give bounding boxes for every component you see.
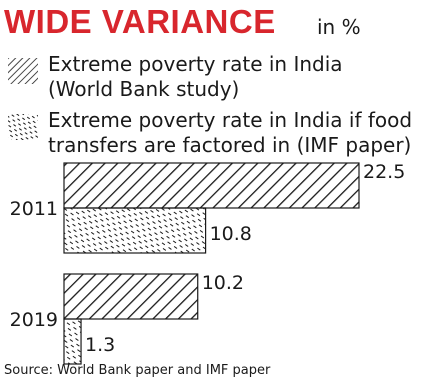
value-label-2019-world-bank: 10.2: [202, 272, 244, 294]
bar-2011-world-bank: [63, 162, 360, 209]
source-note: Source: World Bank paper and IMF paper: [4, 363, 271, 378]
chart-title: WIDE VARIANCE: [4, 3, 276, 40]
legend-label-imf: Extreme poverty rate in India if food tr…: [48, 108, 413, 157]
legend-label-world-bank: Extreme poverty rate in India (World Ban…: [48, 52, 343, 101]
value-label-2011-imf: 10.8: [210, 223, 252, 245]
bar-2019-imf: [63, 318, 82, 365]
value-label-2011-world-bank: 22.5: [363, 161, 405, 183]
unit-label: in %: [317, 15, 361, 39]
category-label-2011: 2011: [10, 198, 58, 220]
diagonal-hatch-swatch: [8, 58, 38, 84]
category-label-2019: 2019: [10, 309, 58, 331]
dashed-dots-swatch: [8, 114, 38, 140]
bar-2019-world-bank: [63, 273, 199, 320]
bar-2011-imf: [63, 207, 207, 254]
value-label-2019-imf: 1.3: [85, 334, 115, 356]
